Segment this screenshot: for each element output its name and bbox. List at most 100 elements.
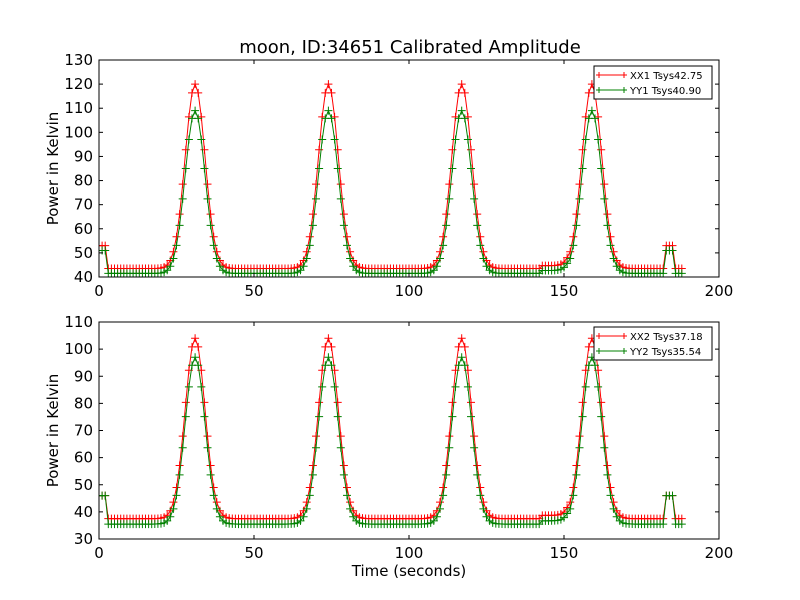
y-tick-label: 110 [64, 313, 93, 331]
data-point [467, 412, 475, 421]
data-point [566, 504, 575, 513]
data-point [569, 491, 578, 500]
data-point [302, 504, 311, 513]
data-point [442, 470, 451, 479]
data-point [209, 491, 218, 500]
data-point [451, 135, 460, 144]
data-point [463, 135, 472, 144]
data-point [436, 247, 444, 256]
data-point [181, 398, 190, 407]
data-point [203, 194, 212, 203]
data-point [336, 180, 345, 189]
data-point [215, 512, 224, 521]
y-tick-label: 130 [64, 51, 93, 69]
data-point [172, 241, 181, 250]
data-point [175, 221, 184, 230]
data-point [324, 353, 333, 362]
data-point [101, 491, 110, 500]
data-point [343, 483, 351, 492]
x-tick-label: 150 [550, 282, 579, 300]
data-point [203, 432, 212, 441]
x-tick-label: 0 [94, 544, 104, 562]
data-point [482, 512, 491, 521]
y-tick-label: 90 [74, 367, 93, 385]
data-point [209, 241, 218, 250]
y-tick-label: 100 [64, 340, 93, 358]
data-point [575, 180, 584, 189]
data-point [476, 491, 485, 500]
series-yy-panel-2 [99, 353, 686, 529]
data-point [339, 210, 348, 219]
legend-box [593, 65, 713, 100]
data-point [191, 80, 200, 89]
data-point [339, 221, 348, 230]
data-point [569, 483, 578, 492]
y-tick-label: 90 [74, 147, 93, 165]
x-tick-label: 100 [395, 282, 424, 300]
data-point [200, 398, 209, 407]
data-point [606, 232, 615, 241]
data-point [451, 382, 460, 391]
data-point [609, 247, 618, 256]
data-point [591, 361, 599, 370]
data-point [343, 491, 351, 500]
x-tick-label: 0 [94, 282, 104, 300]
y-tick-label: 70 [74, 196, 93, 214]
data-point [578, 164, 587, 173]
data-point [463, 382, 472, 391]
data-point [467, 398, 475, 407]
data-point [343, 232, 351, 241]
data-point [318, 135, 327, 144]
y-tick-label: 30 [74, 530, 93, 548]
data-point [315, 412, 324, 421]
data-point [194, 342, 203, 351]
data-point [436, 504, 444, 513]
data-point [172, 232, 181, 241]
data-point [172, 491, 181, 500]
data-point [203, 180, 212, 189]
legend-label: XX2 Tsys37.18 [630, 332, 703, 343]
data-point [460, 342, 469, 351]
data-point [578, 412, 587, 421]
data-point [315, 164, 324, 173]
legend-marker [596, 87, 627, 93]
x-tick-label: 150 [550, 544, 579, 562]
data-point [606, 241, 615, 250]
legend: XX2 Tsys37.18 YY2 Tsys35.54 [593, 326, 713, 361]
data-point [587, 106, 596, 115]
data-point [603, 461, 612, 470]
data-point [597, 145, 606, 154]
data-point [597, 164, 606, 173]
data-point [432, 262, 441, 271]
data-point [609, 254, 618, 263]
data-point [175, 210, 184, 219]
data-point [467, 145, 475, 154]
data-point [460, 114, 469, 123]
data-point [175, 470, 184, 479]
data-point [677, 269, 686, 277]
data-point [163, 266, 172, 275]
data-point [212, 247, 221, 256]
data-point [308, 221, 317, 230]
data-point [324, 106, 333, 115]
data-point [308, 470, 317, 479]
data-point [296, 516, 305, 525]
data-point [569, 232, 578, 241]
data-point [184, 135, 193, 144]
data-point [668, 246, 677, 255]
data-point [457, 353, 466, 362]
data-point [206, 470, 215, 479]
data-point [448, 412, 457, 421]
data-point [296, 266, 305, 275]
data-point [612, 512, 621, 521]
data-point [166, 512, 175, 521]
y-tick-label: 50 [74, 476, 93, 494]
data-point [169, 504, 178, 513]
data-point [563, 259, 572, 268]
data-point [305, 491, 314, 500]
legend-label: YY1 Tsys40.90 [629, 86, 701, 97]
data-point [343, 241, 351, 250]
data-point [569, 241, 578, 250]
data-point [339, 461, 348, 470]
